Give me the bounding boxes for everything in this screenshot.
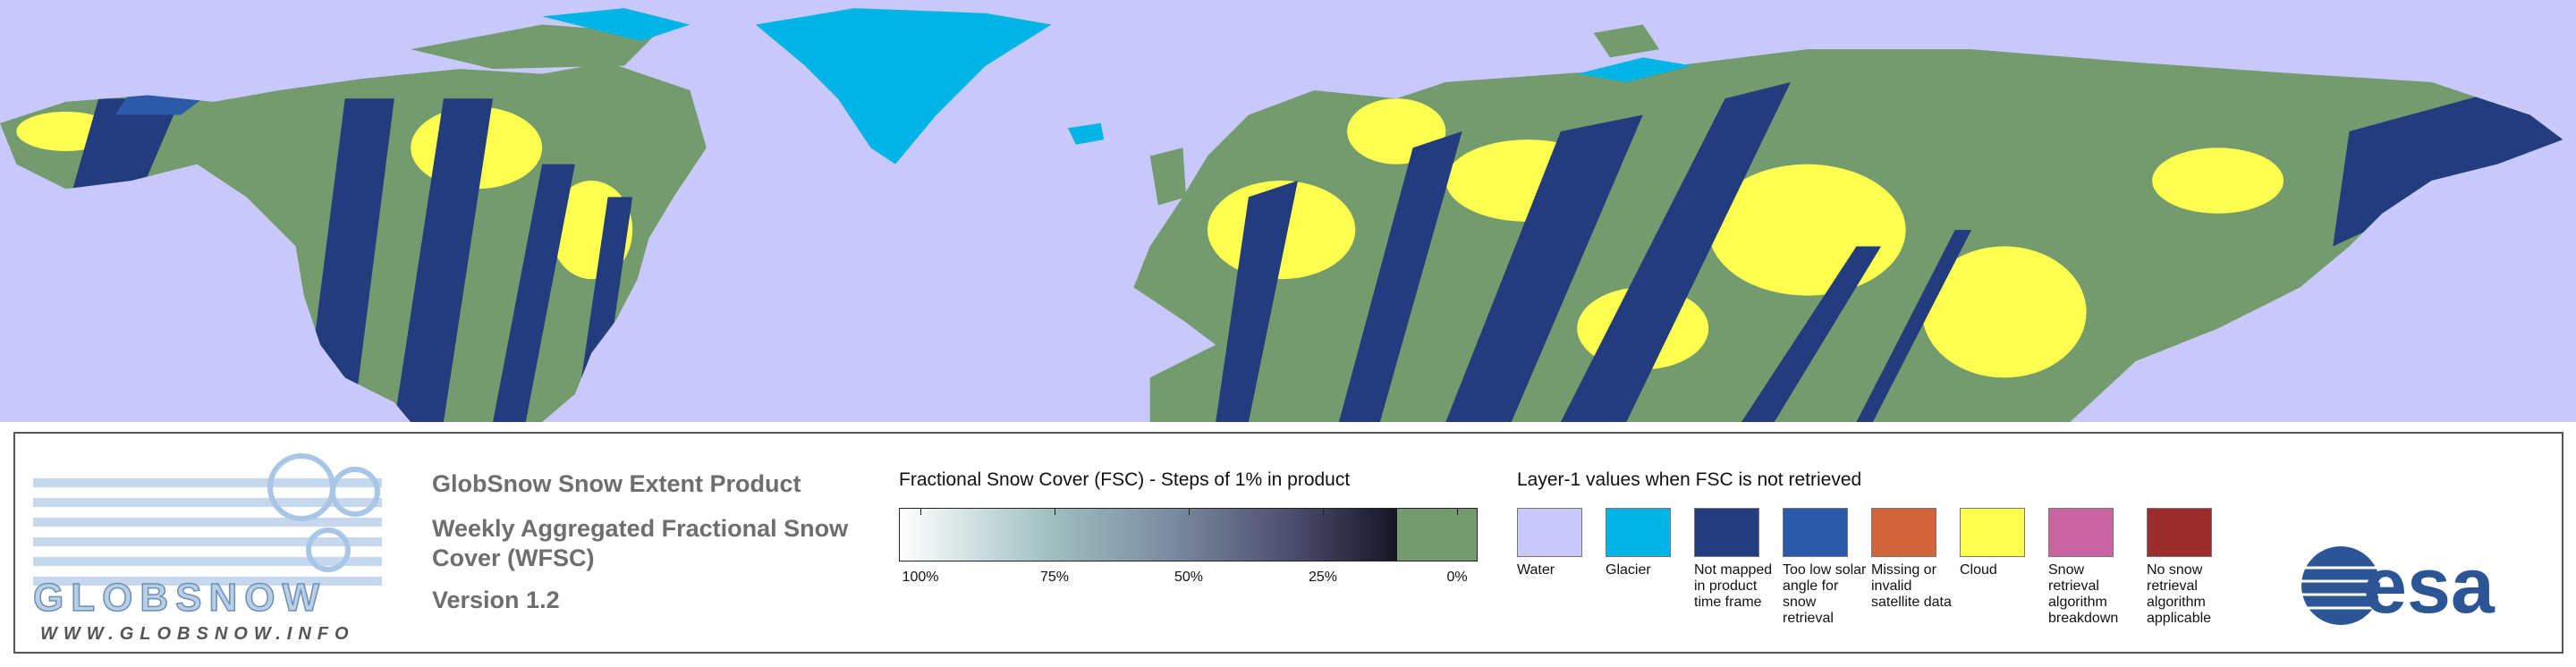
product-subtitle: Weekly Aggregated Fractional Snow Cover …	[432, 515, 849, 571]
legend-label: Snow retrieval algorithm breakdown	[2048, 562, 2119, 626]
legend-label: Cloud	[1960, 562, 1997, 578]
legend-label: Glacier	[1606, 562, 1651, 578]
legend-swatch	[1871, 508, 1936, 557]
legend-swatch	[1517, 508, 1582, 557]
logo-url: WWW.GLOBSNOW.INFO	[40, 624, 355, 644]
legend-label: Too low solar angle for snow retrieval	[1783, 562, 1867, 626]
glacier	[542, 8, 1692, 165]
fsc-tick	[1457, 508, 1458, 515]
fsc-tick-label: 25%	[1308, 570, 1338, 585]
legend-swatch	[1606, 508, 1671, 557]
fsc-tick-label: 50%	[1174, 570, 1204, 585]
fsc-tick	[920, 508, 921, 515]
esa-text: esa	[2363, 541, 2496, 629]
product-title: GlobSnow Snow Extent Product	[432, 470, 801, 497]
globsnow-logo: GLOBSNOW WWW.GLOBSNOW.INFO	[33, 453, 382, 644]
legend-label: Water	[1517, 562, 1555, 578]
classes	[16, 81, 2563, 422]
fsc-title: Fractional Snow Cover (FSC) - Steps of 1…	[899, 469, 1351, 490]
fsc-tick	[1323, 508, 1324, 515]
fsc-tick-label: 0%	[1446, 570, 1468, 585]
layer-title: Layer-1 values when FSC is not retrieved	[1517, 469, 1862, 490]
legend-swatch	[1783, 508, 1848, 557]
legend-swatch	[2048, 508, 2114, 557]
map	[0, 0, 2576, 422]
legend-swatch	[1960, 508, 2025, 557]
fsc-tick	[1189, 508, 1190, 515]
legend-label: Missing or invalid satellite data	[1871, 562, 1952, 610]
fsc-tick-label: 75%	[1039, 570, 1070, 585]
fsc-tick-label: 100%	[902, 570, 939, 585]
legend-panel: GLOBSNOW WWW.GLOBSNOW.INFO GlobSnow Snow…	[13, 432, 2563, 654]
legend-label: Not mapped in product time frame	[1694, 562, 1773, 610]
legend-label: No snow retrieval algorithm applicable	[2147, 562, 2212, 626]
legend-swatch	[2147, 508, 2212, 557]
product-version: Version 1.2	[432, 587, 560, 613]
esa-logo: esa	[2301, 541, 2496, 629]
legend-swatch	[1694, 508, 1759, 557]
logo-name: GLOBSNOW	[33, 576, 326, 620]
fsc-colorbar	[899, 508, 1478, 561]
